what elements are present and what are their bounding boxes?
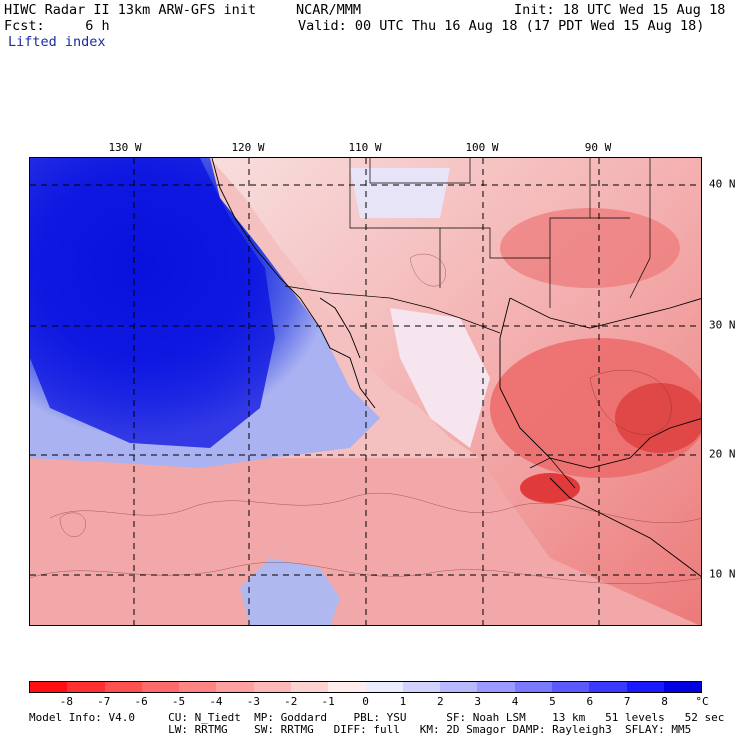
colorbar-unit: °C — [695, 695, 709, 708]
model-title: HIWC Radar II 13km ARW-GFS init — [4, 2, 256, 18]
colorbar-swatch — [477, 682, 515, 692]
colorbar-swatch — [30, 682, 68, 692]
lon-label-100w: 100 W — [465, 141, 499, 154]
lat-label-30n: 30 N — [709, 318, 736, 332]
init-time: Init: 18 UTC Wed 15 Aug 18 — [514, 2, 726, 18]
forecast-hour: Fcst: 6 h — [4, 18, 110, 34]
colorbar-swatch — [365, 682, 403, 692]
colorbar-swatch — [179, 682, 217, 692]
political-borders — [284, 158, 651, 489]
colorbar-tick-label: -7 — [97, 695, 111, 708]
colorbar-tick-label: -2 — [284, 695, 298, 708]
lat-label-10n: 10 N — [709, 567, 736, 581]
valid-time: Valid: 00 UTC Thu 16 Aug 18 (17 PDT Wed … — [298, 18, 705, 34]
colorbar-swatch — [67, 682, 105, 692]
lat-label-20n: 20 N — [709, 447, 736, 461]
map-canvas — [30, 158, 701, 625]
colorbar-swatch — [104, 682, 142, 692]
colorbar-tick-label: -5 — [171, 695, 186, 708]
caribbean-unstable — [615, 383, 701, 453]
colorbar-swatch — [440, 682, 478, 692]
model-info-line2: LW: RRTMG SW: RRTMG DIFF: full KM: 2D Sm… — [29, 723, 692, 736]
colorbar-tick-label: -3 — [246, 695, 260, 708]
coastlines — [211, 158, 701, 578]
lon-label-130w: 130 W — [108, 141, 142, 154]
colorbar-swatch — [402, 682, 441, 692]
colorbar-tick-label: -8 — [59, 695, 73, 708]
colorbar-tick-label: 4 — [511, 695, 519, 708]
central-america-unstable — [520, 473, 580, 503]
colorbar-tick-label: -4 — [209, 695, 223, 708]
lifted-index-map — [29, 157, 702, 626]
mexican-plateau — [390, 308, 490, 448]
colorbar-tick-label: 3 — [474, 695, 481, 708]
lat-lon-grid — [30, 158, 701, 625]
colorbar-tick-label: 7 — [623, 695, 631, 708]
colorbar-swatch — [290, 682, 329, 692]
model-info-line1: Model Info: V4.0 CU: N_Tiedt MP: Goddard… — [29, 711, 725, 724]
colorbar-tick-label: 6 — [586, 695, 594, 708]
colorbar-tick-label: 2 — [436, 695, 444, 708]
contours — [30, 253, 701, 584]
colorbar-swatch — [216, 682, 254, 692]
lon-label-110w: 110 W — [348, 141, 382, 154]
colorbar-swatch — [589, 682, 627, 692]
colorbar-tick-label: 1 — [399, 695, 407, 708]
lon-label-120w: 120 W — [231, 141, 265, 154]
colorbar-swatch — [551, 682, 590, 692]
color-scale-bar — [29, 681, 702, 693]
colorbar-tick-label: 0 — [362, 695, 369, 708]
colorbar-swatch — [328, 682, 366, 692]
colorbar-tick-label: -6 — [134, 695, 148, 708]
lon-label-90w: 90 W — [584, 141, 612, 154]
colorbar-swatch — [514, 682, 552, 692]
colorbar-swatch — [253, 682, 291, 692]
colorbar-tick-label: 8 — [661, 695, 668, 708]
colorbar-swatch — [663, 682, 702, 692]
colorbar-tick-label: -1 — [321, 695, 335, 708]
colorbar-swatch — [141, 682, 180, 692]
field-name: Lifted index — [8, 34, 106, 50]
pacific-core — [30, 158, 275, 448]
lat-label-40n: 40 N — [709, 177, 736, 191]
colorbar-swatch — [626, 682, 664, 692]
colorbar-tick-label: 5 — [549, 695, 556, 708]
great-basin — [350, 168, 450, 218]
organization-label: NCAR/MMM — [296, 2, 362, 18]
plains-unstable — [500, 208, 680, 288]
